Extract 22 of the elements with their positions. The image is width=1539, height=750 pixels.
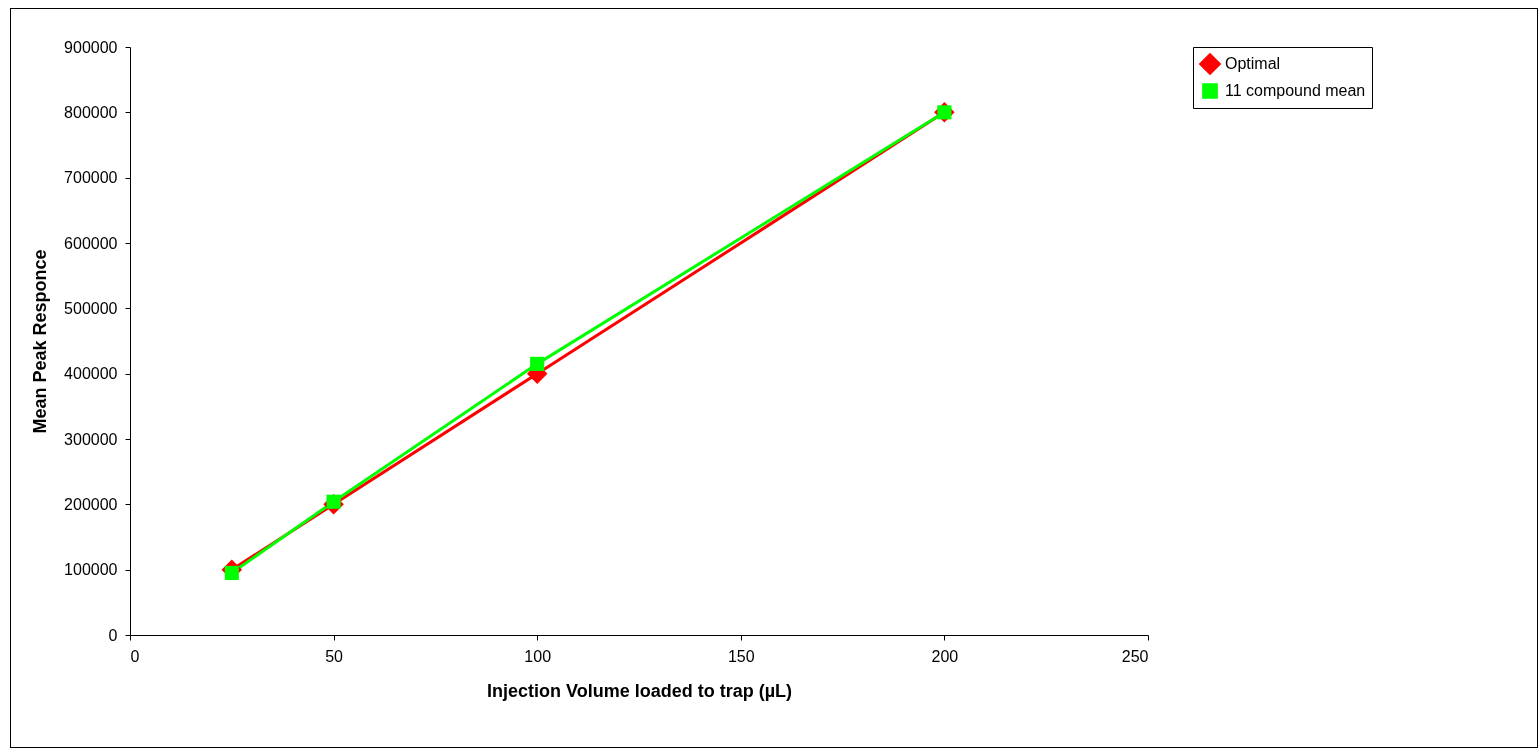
y-tick-label: 200000 — [64, 495, 118, 513]
x-tick-label: 200 — [931, 647, 959, 665]
point — [530, 356, 545, 371]
y-tick-label: 800000 — [64, 103, 118, 121]
y-axis-title: Mean Peak Responce — [30, 249, 51, 434]
y-tick-label: 300000 — [64, 430, 118, 448]
x-tick-label: 100 — [524, 647, 552, 665]
y-tick-label: 400000 — [64, 365, 118, 383]
x-tick-label: 150 — [727, 647, 755, 665]
point — [224, 565, 239, 580]
y-tick-label: 600000 — [64, 234, 118, 252]
x-tick-label: 250 — [1121, 647, 1149, 665]
legend-label: 11 compound mean — [1225, 82, 1366, 99]
y-tick-label: 500000 — [64, 299, 118, 317]
x-axis-title: Injection Volume loaded to trap (µL) — [486, 680, 793, 701]
y-tick-label: 700000 — [64, 169, 118, 187]
x-tick-label: 50 — [325, 647, 344, 665]
y-tick-label: 0 — [108, 626, 118, 644]
y-tick-label: 100000 — [64, 561, 118, 579]
y-tick-label: 900000 — [64, 38, 118, 56]
legend-label: Optimal — [1225, 55, 1281, 72]
x-tick-label: 0 — [130, 647, 140, 665]
